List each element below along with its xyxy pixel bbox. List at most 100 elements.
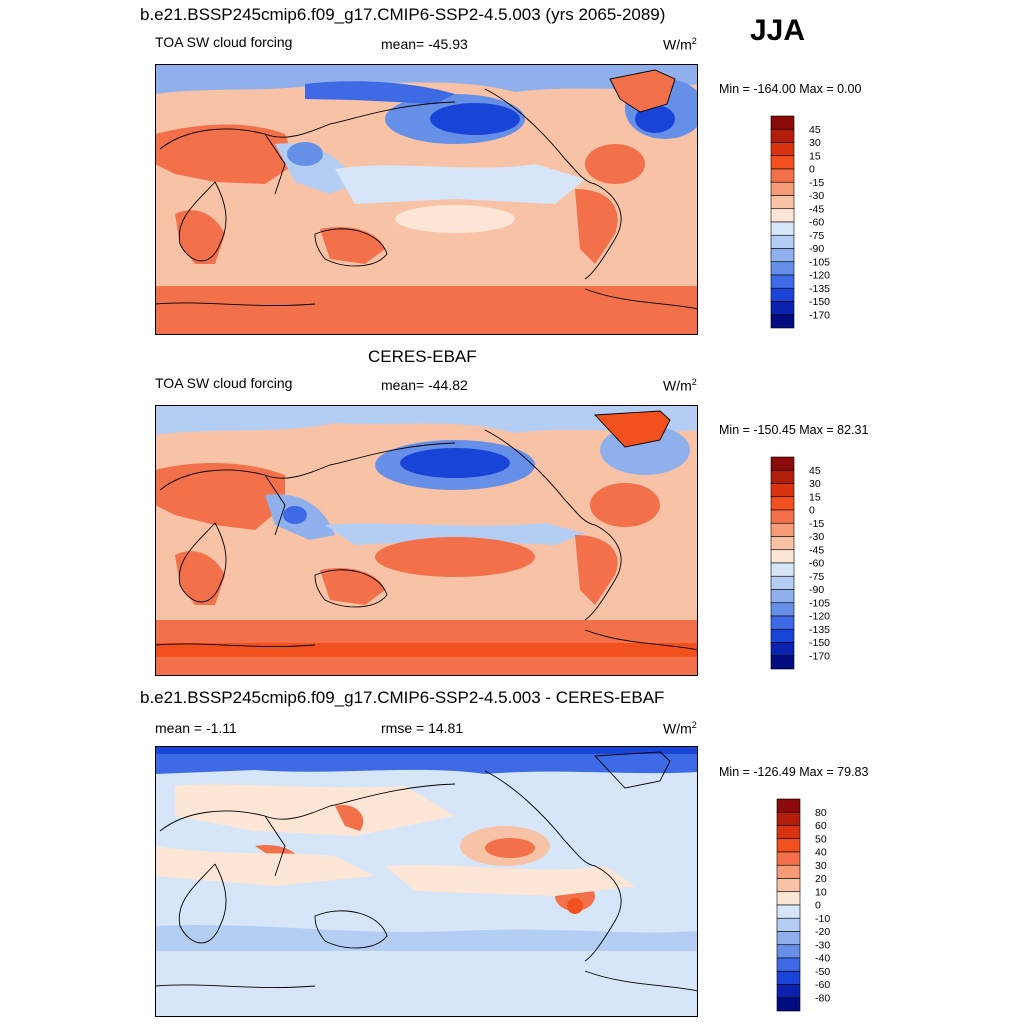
field-label: TOA SW cloud forcing [155, 34, 293, 50]
colorbar-swatch [776, 957, 801, 972]
colorbar-swatch [776, 944, 801, 959]
rmse-label: rmse = 14.81 [381, 720, 464, 736]
colorbar-tick-label: -50 [815, 966, 830, 978]
colorbar-swatch [770, 234, 795, 249]
colorbar-tick-label: 60 [815, 820, 827, 832]
colorbar-swatch [770, 195, 795, 210]
colorbar-swatch [776, 904, 801, 919]
colorbar-swatch [770, 142, 795, 157]
colorbar-swatch [770, 509, 795, 524]
colorbar-tick-label: 40 [815, 847, 827, 859]
colorbar-swatch [776, 997, 801, 1012]
panel-title: b.e21.BSSP245cmip6.f09_g17.CMIP6-SSP2-4.… [140, 5, 666, 24]
colorbar-swatch [770, 208, 795, 223]
colorbar-tick-label: 0 [809, 505, 815, 517]
colorbar-swatch [776, 917, 801, 932]
colorbar-tick-label: -135 [809, 624, 830, 636]
colorbar-swatch [770, 314, 795, 329]
colorbar-swatch [770, 221, 795, 236]
colorbar-tick-label: -45 [809, 544, 824, 556]
colorbar-swatch [770, 549, 795, 564]
colorbar-swatch [770, 496, 795, 511]
colorbar-swatch [776, 984, 801, 999]
colorbar-tick-label: 0 [815, 900, 821, 912]
colorbar-swatch [770, 456, 795, 471]
colorbar-swatch [770, 181, 795, 196]
colorbar-tick-label: -170 [809, 650, 830, 662]
colorbar-tick-label: -120 [809, 611, 830, 623]
colorbar-tick-label: -30 [809, 190, 824, 202]
colorbar-tick-label: -20 [815, 926, 830, 938]
colorbar-tick-label: -10 [815, 913, 830, 925]
colorbar-swatch [776, 838, 801, 853]
colorbar-swatch [770, 483, 795, 498]
colorbar-swatch [770, 128, 795, 143]
colorbar-swatch [770, 575, 795, 590]
colorbar-swatch [770, 615, 795, 630]
colorbar-swatch [770, 562, 795, 577]
colorbar-tick-label: -15 [809, 177, 824, 189]
colorbar-tick-label: 45 [809, 465, 821, 477]
season-label: JJA [750, 14, 806, 47]
colorbar-tick-label: 15 [809, 150, 821, 162]
colorbar-tick-label: -60 [809, 558, 824, 570]
colorbar-swatch [770, 155, 795, 170]
colorbar-tick-label: -30 [815, 939, 830, 951]
colorbar-tick-label: -45 [809, 203, 824, 215]
colorbar-tick-label: 20 [815, 873, 827, 885]
colorbar-tick-label: -75 [809, 571, 824, 583]
colorbar-tick-label: 30 [809, 137, 821, 149]
colorbar-swatch [776, 878, 801, 893]
map-difference-swcf [155, 746, 698, 1017]
colorbar-swatch [770, 536, 795, 551]
colorbar-tick-label: 50 [815, 833, 827, 845]
colorbar-tick-label: -105 [809, 256, 830, 268]
colorbar-tick-label: -105 [809, 597, 830, 609]
colorbar-swatch [776, 811, 801, 826]
units-label: W/m2 [663, 36, 697, 53]
colorbar-tick-label: -120 [809, 270, 830, 282]
mean-label: mean = -1.11 [155, 720, 237, 736]
colorbar-tick-label: -150 [809, 296, 830, 308]
panel-title: CERES-EBAF [368, 347, 477, 366]
colorbar-swatch [776, 891, 801, 906]
map-obs-swcf [155, 405, 698, 676]
colorbar-tick-label: 80 [815, 807, 827, 819]
units-label: W/m2 [663, 377, 697, 394]
colorbar-swatch [770, 628, 795, 643]
colorbar-swatch [776, 970, 801, 985]
colorbar-swatch [770, 655, 795, 670]
colorbar-swatch [776, 825, 801, 840]
colorbar-tick-label: -135 [809, 283, 830, 295]
field-label: TOA SW cloud forcing [155, 375, 293, 391]
colorbar-swatch [770, 274, 795, 289]
minmax-label: Min = -164.00 Max = 0.00 [719, 82, 862, 96]
colorbar-swatch [776, 798, 801, 813]
colorbar-swatch [770, 469, 795, 484]
units-label: W/m2 [663, 720, 697, 737]
colorbar-swatch [776, 851, 801, 866]
colorbar-tick-label: 30 [809, 478, 821, 490]
colorbar-tick-label: -90 [809, 584, 824, 596]
colorbar-tick-label: 0 [809, 164, 815, 176]
mean-label: mean= -45.93 [381, 36, 468, 52]
minmax-label: Min = -150.45 Max = 82.31 [719, 423, 869, 437]
colorbar-swatch [770, 301, 795, 316]
colorbar-tick-label: 45 [809, 124, 821, 136]
panel-title: b.e21.BSSP245cmip6.f09_g17.CMIP6-SSP2-4.… [140, 688, 665, 707]
colorbar-tick-label: -60 [815, 979, 830, 991]
colorbar-swatch [770, 168, 795, 183]
colorbar-swatch [770, 261, 795, 276]
map-model-swcf [155, 64, 698, 335]
minmax-label: Min = -126.49 Max = 79.83 [719, 765, 869, 779]
colorbar-tick-label: -30 [809, 531, 824, 543]
colorbar-swatch [770, 642, 795, 657]
colorbar-swatch [770, 602, 795, 617]
colorbar-swatch [776, 931, 801, 946]
colorbar-swatch [770, 522, 795, 537]
colorbar-swatch [770, 287, 795, 302]
colorbar-tick-label: 10 [815, 886, 827, 898]
